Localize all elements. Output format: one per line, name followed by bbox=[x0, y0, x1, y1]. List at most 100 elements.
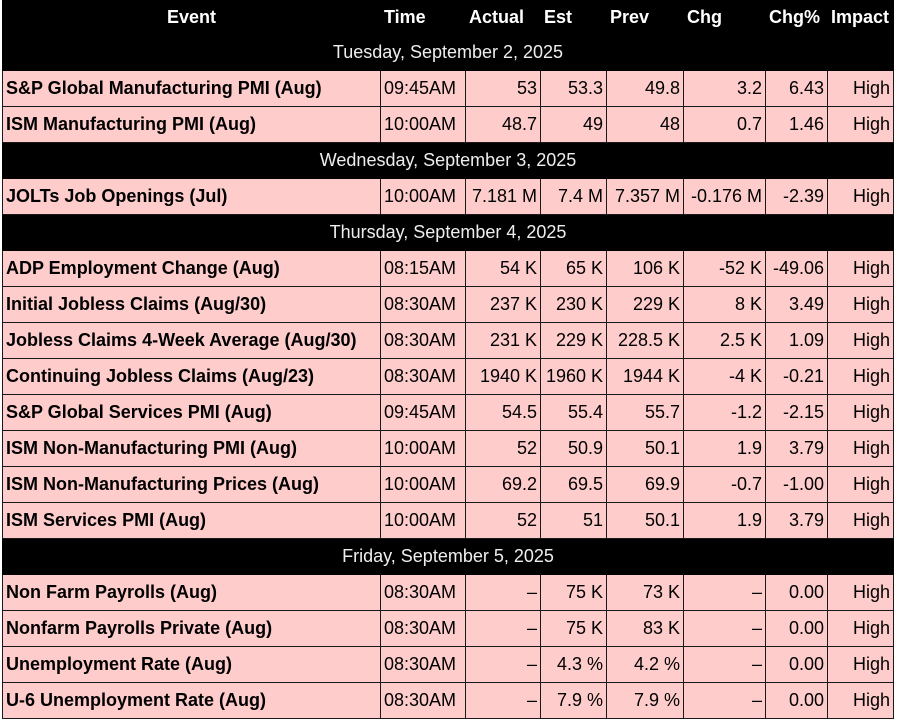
prev-cell: 228.5 K bbox=[606, 322, 684, 359]
est-cell: 75 K bbox=[540, 610, 607, 647]
table-row: S&P Global Manufacturing PMI (Aug) 09:45A… bbox=[2, 70, 894, 107]
header-time[interactable]: Time bbox=[380, 0, 466, 35]
est-cell: 4.3 % bbox=[540, 646, 607, 683]
table-body: Tuesday, September 2, 2025 S&P Global Man… bbox=[2, 34, 894, 719]
time-cell: 10:00AM bbox=[380, 502, 466, 539]
prev-cell: 106 K bbox=[606, 250, 684, 287]
prev-cell: 49.8 bbox=[606, 70, 684, 107]
prev-cell: 69.9 bbox=[606, 466, 684, 503]
time-cell: 08:30AM bbox=[380, 646, 466, 683]
table-row: Continuing Jobless Claims (Aug/23) 08:30A… bbox=[2, 358, 894, 395]
header-chg[interactable]: Chg bbox=[683, 0, 766, 35]
chg-cell: 1.9 bbox=[683, 430, 766, 467]
header-event[interactable]: Event bbox=[2, 0, 381, 35]
date-heading: Wednesday, September 3, 2025 bbox=[2, 142, 894, 179]
chg-cell: 1.9 bbox=[683, 502, 766, 539]
table-row: JOLTs Job Openings (Jul) 10:00AM 7.181 M 7.… bbox=[2, 178, 894, 215]
impact-cell: High bbox=[827, 646, 894, 683]
chg-pct-cell: 0.00 bbox=[765, 610, 828, 647]
actual-cell: 54 K bbox=[465, 250, 541, 287]
impact-cell: High bbox=[827, 70, 894, 107]
chg-pct-cell: 1.09 bbox=[765, 322, 828, 359]
impact-cell: High bbox=[827, 250, 894, 287]
actual-cell: 54.5 bbox=[465, 394, 541, 431]
table-row: Non Farm Payrolls (Aug) 08:30AM –75 K 73 K –… bbox=[2, 574, 894, 611]
date-heading: Thursday, September 4, 2025 bbox=[2, 214, 894, 251]
actual-cell: – bbox=[465, 646, 541, 683]
chg-pct-cell: 0.00 bbox=[765, 574, 828, 611]
table-row: ISM Manufacturing PMI (Aug) 10:00AM 48.7 49… bbox=[2, 106, 894, 143]
impact-cell: High bbox=[827, 106, 894, 143]
impact-cell: High bbox=[827, 610, 894, 647]
time-cell: 09:45AM bbox=[380, 394, 466, 431]
actual-cell: 1940 K bbox=[465, 358, 541, 395]
event-name-cell: JOLTs Job Openings (Jul) bbox=[2, 178, 381, 215]
date-group-row: Wednesday, September 3, 2025 bbox=[2, 142, 894, 179]
chg-pct-cell: -0.21 bbox=[765, 358, 828, 395]
prev-cell: 4.2 % bbox=[606, 646, 684, 683]
chg-cell: -52 K bbox=[683, 250, 766, 287]
est-cell: 55.4 bbox=[540, 394, 607, 431]
impact-cell: High bbox=[827, 394, 894, 431]
impact-cell: High bbox=[827, 502, 894, 539]
chg-cell: 0.7 bbox=[683, 106, 766, 143]
chg-cell: 8 K bbox=[683, 286, 766, 323]
est-cell: 49 bbox=[540, 106, 607, 143]
chg-pct-cell: -49.06 bbox=[765, 250, 828, 287]
time-cell: 08:30AM bbox=[380, 358, 466, 395]
time-cell: 08:30AM bbox=[380, 286, 466, 323]
chg-pct-cell: -2.39 bbox=[765, 178, 828, 215]
est-cell: 1960 K bbox=[540, 358, 607, 395]
header-actual[interactable]: Actual bbox=[465, 0, 541, 35]
est-cell: 65 K bbox=[540, 250, 607, 287]
header-est[interactable]: Est bbox=[540, 0, 607, 35]
impact-cell: High bbox=[827, 682, 894, 719]
actual-cell: – bbox=[465, 610, 541, 647]
actual-cell: – bbox=[465, 682, 541, 719]
header-impact[interactable]: Impact bbox=[827, 0, 894, 35]
actual-cell: 7.181 M bbox=[465, 178, 541, 215]
table-row: Nonfarm Payrolls Private (Aug) 08:30AM –75… bbox=[2, 610, 894, 647]
time-cell: 08:30AM bbox=[380, 574, 466, 611]
time-cell: 09:45AM bbox=[380, 70, 466, 107]
est-cell: 51 bbox=[540, 502, 607, 539]
chg-cell: 2.5 K bbox=[683, 322, 766, 359]
chg-cell: – bbox=[683, 682, 766, 719]
chg-cell: -0.176 M bbox=[683, 178, 766, 215]
impact-cell: High bbox=[827, 430, 894, 467]
prev-cell: 83 K bbox=[606, 610, 684, 647]
impact-cell: High bbox=[827, 286, 894, 323]
time-cell: 10:00AM bbox=[380, 430, 466, 467]
event-name-cell: Continuing Jobless Claims (Aug/23) bbox=[2, 358, 381, 395]
time-cell: 08:30AM bbox=[380, 610, 466, 647]
actual-cell: 52 bbox=[465, 502, 541, 539]
chg-cell: – bbox=[683, 646, 766, 683]
impact-cell: High bbox=[827, 574, 894, 611]
table-row: ISM Non-Manufacturing PMI (Aug) 10:00AM 52… bbox=[2, 430, 894, 467]
event-name-cell: U-6 Unemployment Rate (Aug) bbox=[2, 682, 381, 719]
header-chg-pct[interactable]: Chg% bbox=[765, 0, 828, 35]
prev-cell: 7.357 M bbox=[606, 178, 684, 215]
prev-cell: 50.1 bbox=[606, 430, 684, 467]
impact-cell: High bbox=[827, 178, 894, 215]
prev-cell: 55.7 bbox=[606, 394, 684, 431]
event-name-cell: ISM Non-Manufacturing Prices (Aug) bbox=[2, 466, 381, 503]
header-row: Event Time Actual Est Prev Chg Chg% Impa… bbox=[2, 0, 894, 35]
table-row: U-6 Unemployment Rate (Aug) 08:30AM –7.9 %… bbox=[2, 682, 894, 719]
time-cell: 08:30AM bbox=[380, 322, 466, 359]
est-cell: 7.9 % bbox=[540, 682, 607, 719]
est-cell: 7.4 M bbox=[540, 178, 607, 215]
table-row: ISM Non-Manufacturing Prices (Aug) 10:00A… bbox=[2, 466, 894, 503]
table-row: Unemployment Rate (Aug) 08:30AM –4.3 % 4.2 … bbox=[2, 646, 894, 683]
chg-cell: – bbox=[683, 574, 766, 611]
prev-cell: 50.1 bbox=[606, 502, 684, 539]
est-cell: 50.9 bbox=[540, 430, 607, 467]
est-cell: 75 K bbox=[540, 574, 607, 611]
est-cell: 69.5 bbox=[540, 466, 607, 503]
header-prev[interactable]: Prev bbox=[606, 0, 684, 35]
chg-cell: -1.2 bbox=[683, 394, 766, 431]
chg-pct-cell: 1.46 bbox=[765, 106, 828, 143]
event-name-cell: ISM Manufacturing PMI (Aug) bbox=[2, 106, 381, 143]
prev-cell: 73 K bbox=[606, 574, 684, 611]
